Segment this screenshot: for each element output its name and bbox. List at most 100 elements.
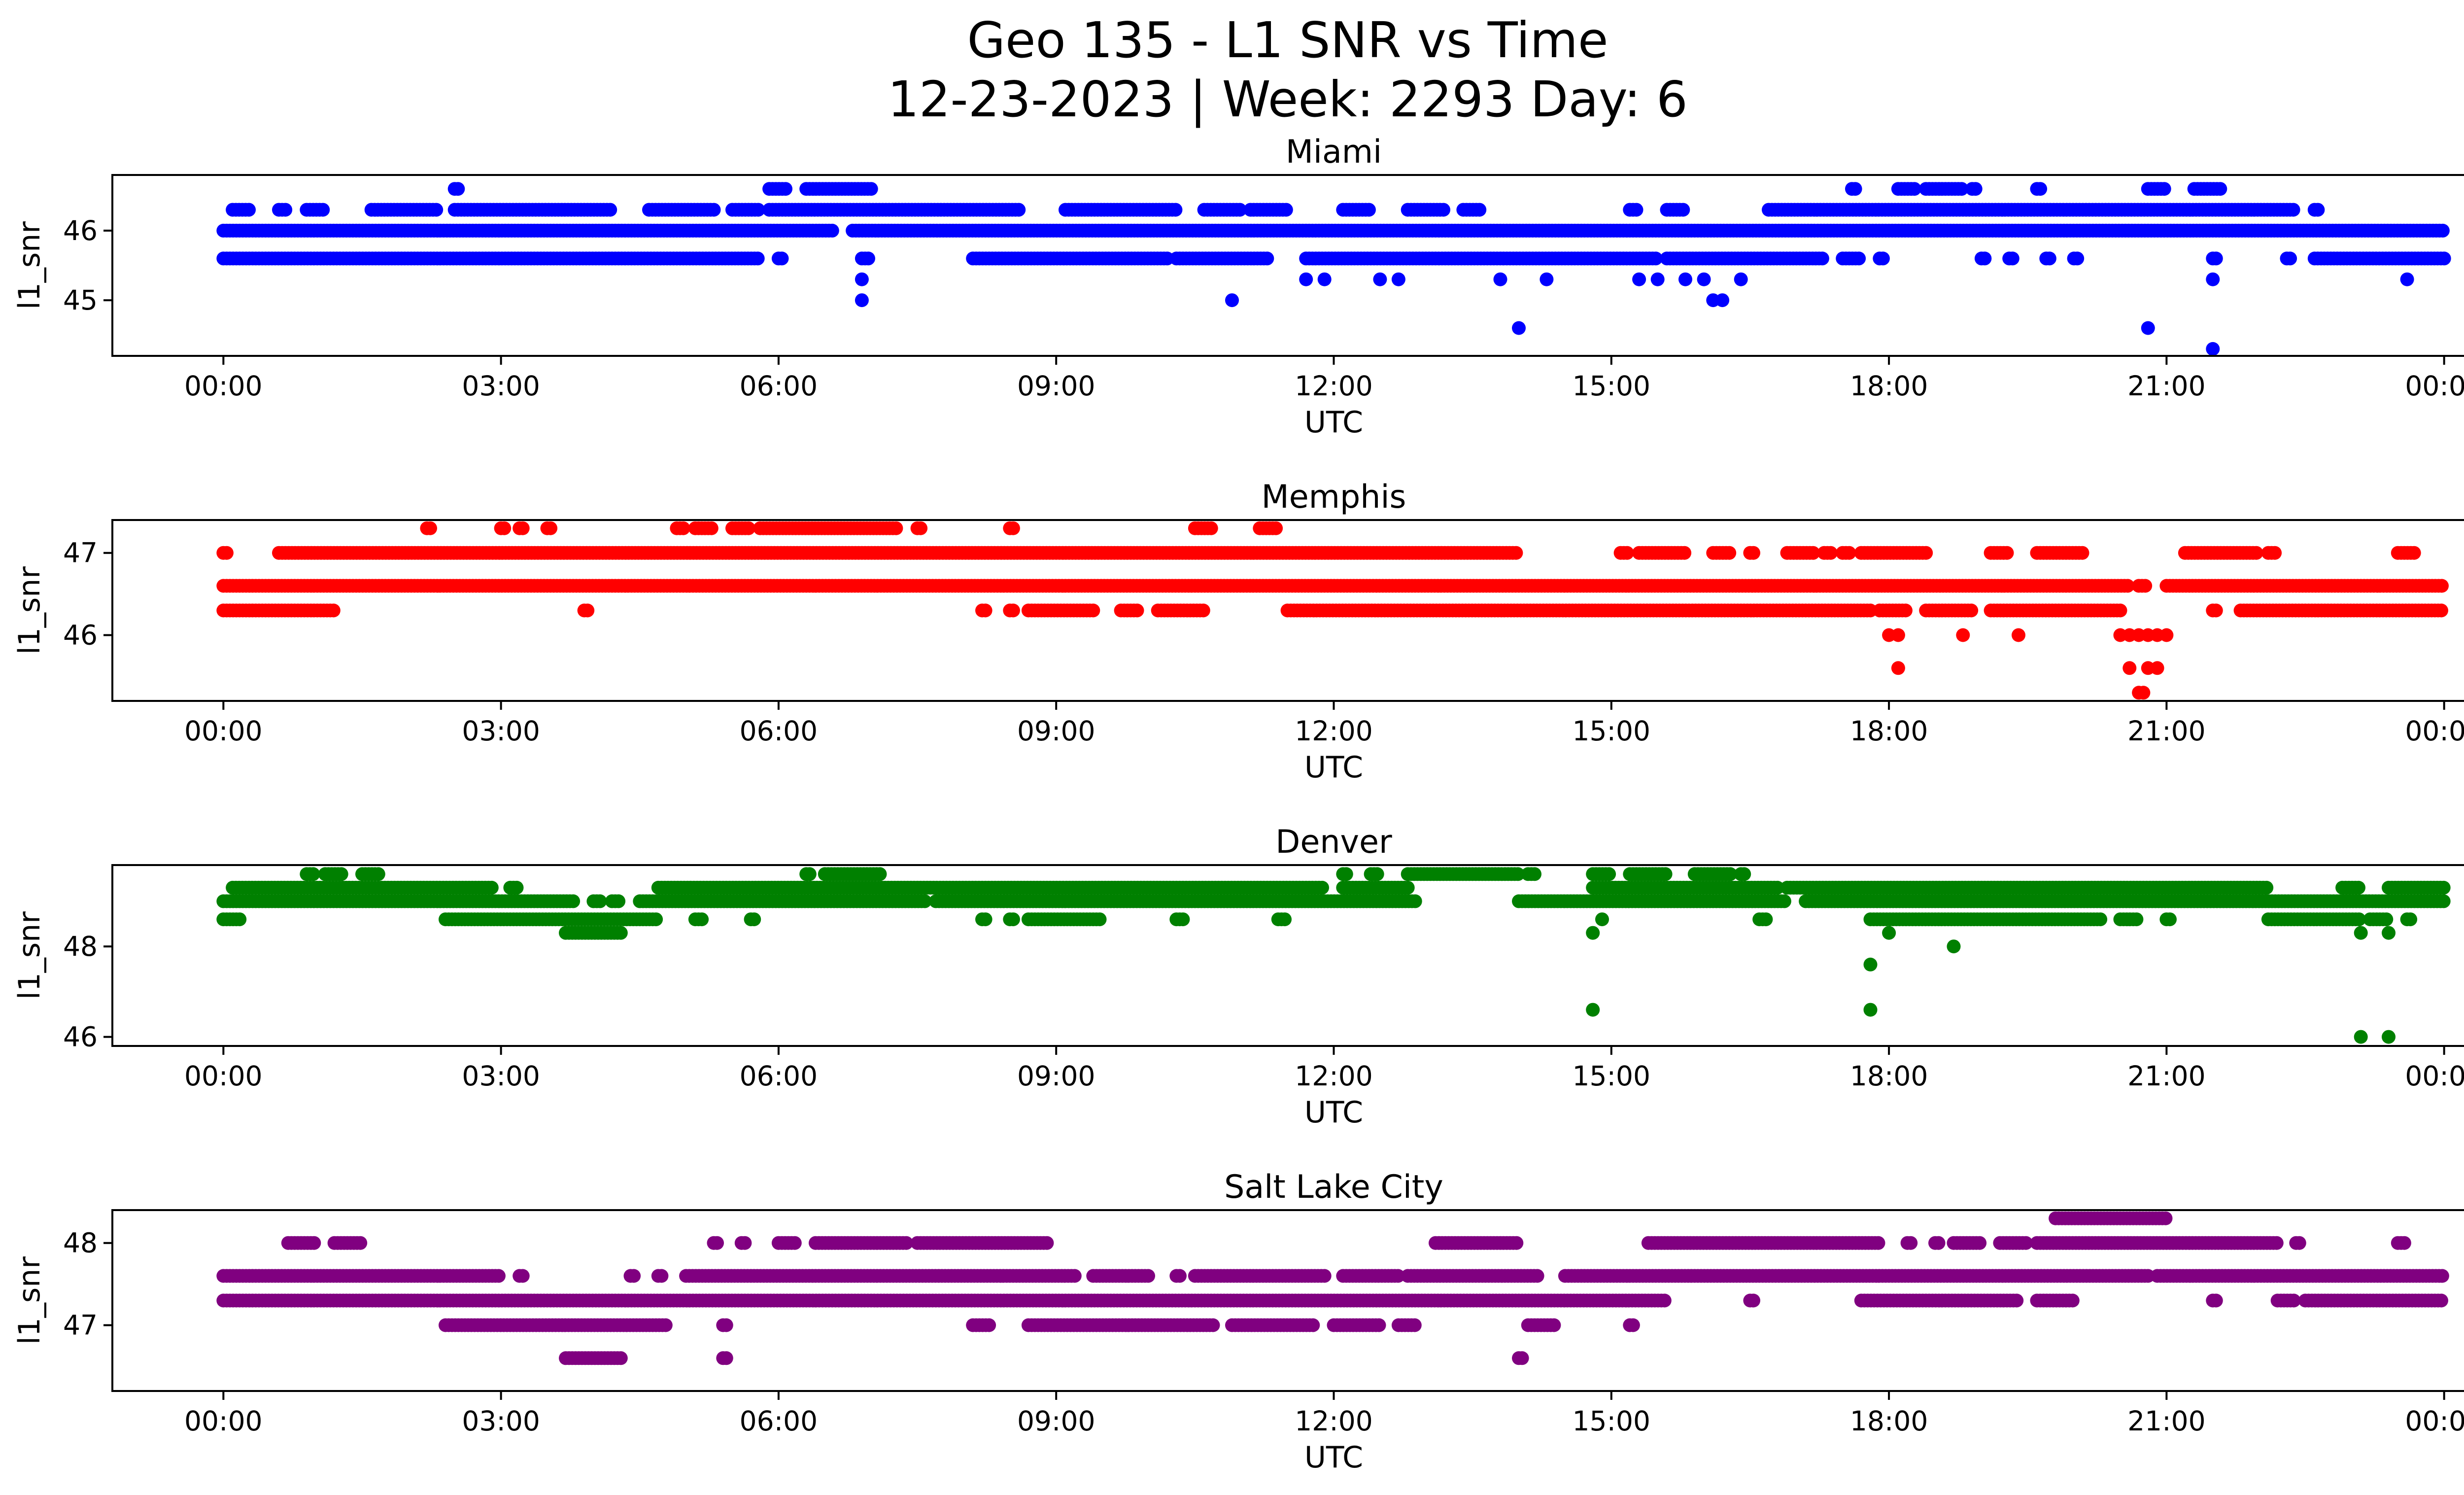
data-point [1650,272,1665,286]
data-point [1759,912,1773,927]
data-point [1734,272,1748,286]
x-tick-label: 18:00 [1850,715,1928,747]
data-point [1842,546,1856,560]
y-axis-label: l1_snr [12,221,47,310]
x-tick-label: 09:00 [1017,1060,1095,1092]
data-point [603,203,617,217]
data-point [593,894,607,908]
y-axis-label: l1_snr [12,566,47,655]
data-point [566,894,581,908]
data-point [2163,912,2177,927]
x-tick-label: 03:00 [462,715,540,747]
y-tick-label: 45 [63,284,98,316]
data-point [1586,926,1600,940]
data-point [707,203,721,217]
data-point [1882,926,1896,940]
data-point [1891,628,1905,642]
x-tick-label: 00:00 [2405,370,2464,402]
data-point [510,880,524,895]
data-point [1677,546,1692,560]
data-point [1006,603,1020,618]
data-point [334,867,348,881]
x-tick-label: 21:00 [2127,715,2206,747]
panel-title: Memphis [1262,479,1406,516]
data-point [1196,603,1210,618]
data-point [747,912,761,927]
data-point [751,251,765,266]
x-tick-label: 09:00 [1017,715,1095,747]
data-point [2354,1030,2368,1044]
data-point [1629,203,1643,217]
data-point [1437,203,1450,217]
data-point [219,546,234,560]
data-point [326,603,341,618]
data-point [581,603,595,618]
data-point [2435,579,2449,593]
data-point [2042,251,2056,266]
data-point [2113,603,2127,618]
data-point [2206,342,2220,356]
data-point [1512,321,1526,335]
panel-denver: 00:00 03:00 06:00 09:00 12:00 15:00 18:00 21:00… [12,824,2464,1130]
data-point [1919,546,1933,560]
data-point [2434,603,2448,618]
data-point [2249,546,2263,560]
data-point [1006,912,1020,927]
y-tick-label: 47 [63,537,98,569]
data-point [2206,272,2220,286]
data-point [2400,272,2414,286]
data-point [1632,272,1646,286]
data-point [695,912,709,927]
panel-title: Miami [1286,134,1382,171]
data-point [1315,880,1329,895]
data-point [978,912,992,927]
data-point [2379,912,2394,927]
data-point [1528,867,1541,881]
data-point [1370,867,1384,881]
x-tick-label: 18:00 [1850,370,1928,402]
x-tick-label: 00:00 [2405,715,2464,747]
data-point [242,203,256,217]
data-point [676,521,690,535]
data-point [1408,894,1422,908]
plot-frame [111,174,2464,357]
data-point [423,521,437,535]
data-point [2213,182,2227,196]
data-point [612,894,626,908]
y-tick-label: 46 [63,620,98,651]
data-point [855,293,869,308]
data-point [1373,272,1387,286]
data-point [2005,251,2019,266]
data-point [2209,251,2223,266]
data-point [1697,272,1711,286]
data-point [2436,894,2451,908]
data-point [2382,926,2396,940]
x-tick-label: 15:00 [1573,1060,1651,1092]
data-point [889,521,903,535]
data-point [1978,251,1992,266]
data-point [1130,603,1144,618]
data-point [1947,939,1961,954]
data-point [1777,894,1791,908]
data-point [1746,546,1760,560]
data-point [1278,912,1292,927]
data-point [1852,251,1866,266]
data-point [864,182,878,196]
data-point [2437,251,2451,266]
data-point [1722,546,1737,560]
data-point [2311,203,2325,217]
data-point [2150,661,2164,675]
data-point [544,521,558,535]
data-point [2382,1030,2396,1044]
data-point [2093,912,2108,927]
x-axis-label: UTC [1304,405,1363,440]
data-point [1891,661,1905,675]
figure-title: Geo 135 - L1 SNR vs Time 12-23-2023 | We… [0,11,2464,129]
data-point [704,521,719,535]
data-point [2012,628,2025,642]
data-point [861,251,875,266]
data-point [484,880,499,895]
data-point [751,203,765,217]
data-point [1260,251,1274,266]
data-point [1362,203,1376,217]
